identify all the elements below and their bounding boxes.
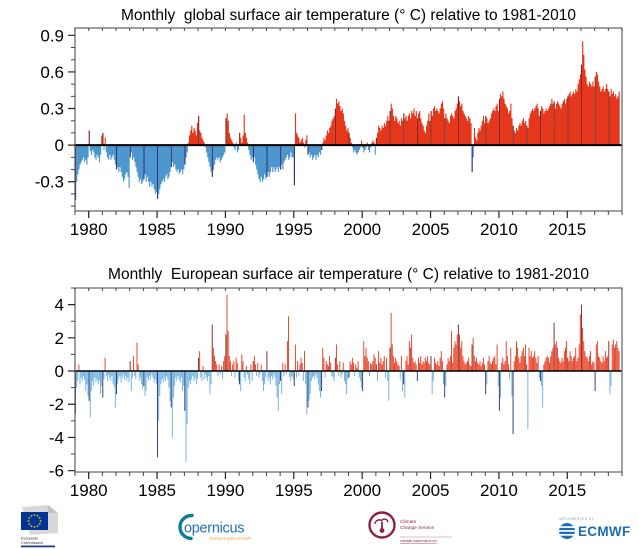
c3s-thermometer-bulb — [379, 528, 385, 533]
climate-change-service-logo: Climate Change Service climate.copernicu… — [368, 511, 452, 543]
bars-negative — [76, 371, 612, 463]
x-tick-label: 2000 — [343, 481, 381, 500]
eu-flag-stars — [27, 514, 42, 528]
chart2-title: Monthly European surface air temperature… — [108, 266, 589, 283]
y-tick-label: 0 — [55, 362, 64, 381]
bars-negative — [76, 145, 474, 194]
y-tick-label: -4 — [49, 429, 64, 448]
c3s-label-line1: Climate — [400, 519, 417, 525]
y-tick-label: 0.9 — [40, 26, 64, 45]
bars — [75, 294, 620, 463]
chart1-title: Monthly global surface air temperature (… — [120, 7, 577, 24]
y-axis-labels: 0.9 0.6 0.3 0 -0.3 — [35, 26, 64, 191]
c3s-cloud-icon — [374, 518, 389, 525]
x-axis-labels: 1980 1985 1990 1995 2000 2005 2010 2015 — [70, 481, 586, 500]
copernicus-crescent-icon — [178, 513, 194, 541]
y-tick-label: -6 — [49, 462, 64, 481]
minor-ticks — [71, 287, 623, 476]
y-tick-label: -0.3 — [35, 173, 64, 192]
european-commission-logo: European Commission — [21, 505, 58, 548]
bars-positive-january — [129, 304, 610, 372]
x-tick-label: 1985 — [138, 481, 176, 500]
ec-label-line2: Commission — [21, 540, 43, 545]
x-tick-label: 1995 — [275, 481, 313, 500]
ec-flag-fold — [48, 505, 58, 513]
x-tick-label: 2005 — [412, 481, 450, 500]
x-tick-label: 1985 — [138, 220, 176, 239]
bars-positive — [101, 41, 620, 146]
x-tick-label: 2015 — [548, 220, 586, 239]
y-tick-label: 0.6 — [40, 63, 64, 82]
y-axis-labels: 4 2 0 -2 -4 -6 — [49, 296, 64, 481]
x-tick-label: 2005 — [412, 220, 450, 239]
x-tick-label: 2015 — [548, 481, 586, 500]
c3s-thermometer-icon — [381, 521, 383, 529]
y-tick-label: -2 — [49, 395, 64, 414]
x-tick-label: 1980 — [70, 481, 108, 500]
c3s-label-line2: Change Service — [400, 525, 434, 531]
chart1-global-anomalies: 1980 1985 1990 1995 2000 2005 2010 20150.90.60.… — [35, 26, 623, 239]
c3s-url-link[interactable]: climate.copernicus.eu — [400, 539, 437, 543]
x-tick-label: 1990 — [206, 481, 244, 500]
x-tick-label: 2000 — [343, 220, 381, 239]
major-ticks — [68, 304, 568, 479]
copernicus-wordmark: opernicus — [184, 521, 244, 537]
y-tick-label: 0.3 — [40, 100, 64, 119]
copernicus-logo: opernicus Europe's eyes on Earth — [178, 513, 251, 541]
x-tick-label: 1990 — [206, 220, 244, 239]
y-tick-label: 4 — [55, 296, 64, 315]
ecmwf-logo: IMPLEMENTED BY ECMWF — [558, 517, 631, 539]
minor-ticks — [71, 28, 623, 215]
ec-underline — [21, 545, 55, 548]
ecmwf-globe-icon — [558, 523, 576, 539]
x-axis-labels: 1980 1985 1990 1995 2000 2005 2010 2015 — [70, 220, 586, 239]
x-tick-label: 1980 — [70, 220, 108, 239]
major-ticks — [68, 34, 568, 218]
x-tick-label: 2010 — [480, 220, 518, 239]
y-tick-label: 0 — [55, 136, 64, 155]
x-tick-label: 2010 — [480, 481, 518, 500]
ec-label-line1: European — [21, 536, 38, 541]
eu-flag — [21, 512, 48, 530]
chart2-european-anomalies: 1980 1985 1990 1995 2000 2005 2010 2015 4 2 0 -2 -4 -… — [49, 287, 623, 500]
bars-negative-january — [75, 371, 596, 458]
bars — [75, 41, 620, 201]
bars-positive — [78, 294, 620, 372]
ecmwf-implemented-by: IMPLEMENTED BY — [559, 517, 595, 521]
x-tick-label: 1995 — [275, 220, 313, 239]
y-tick-label: 2 — [55, 329, 64, 348]
ecmwf-wordmark: ECMWF — [578, 524, 631, 539]
copernicus-tagline: Europe's eyes on Earth — [210, 536, 251, 541]
